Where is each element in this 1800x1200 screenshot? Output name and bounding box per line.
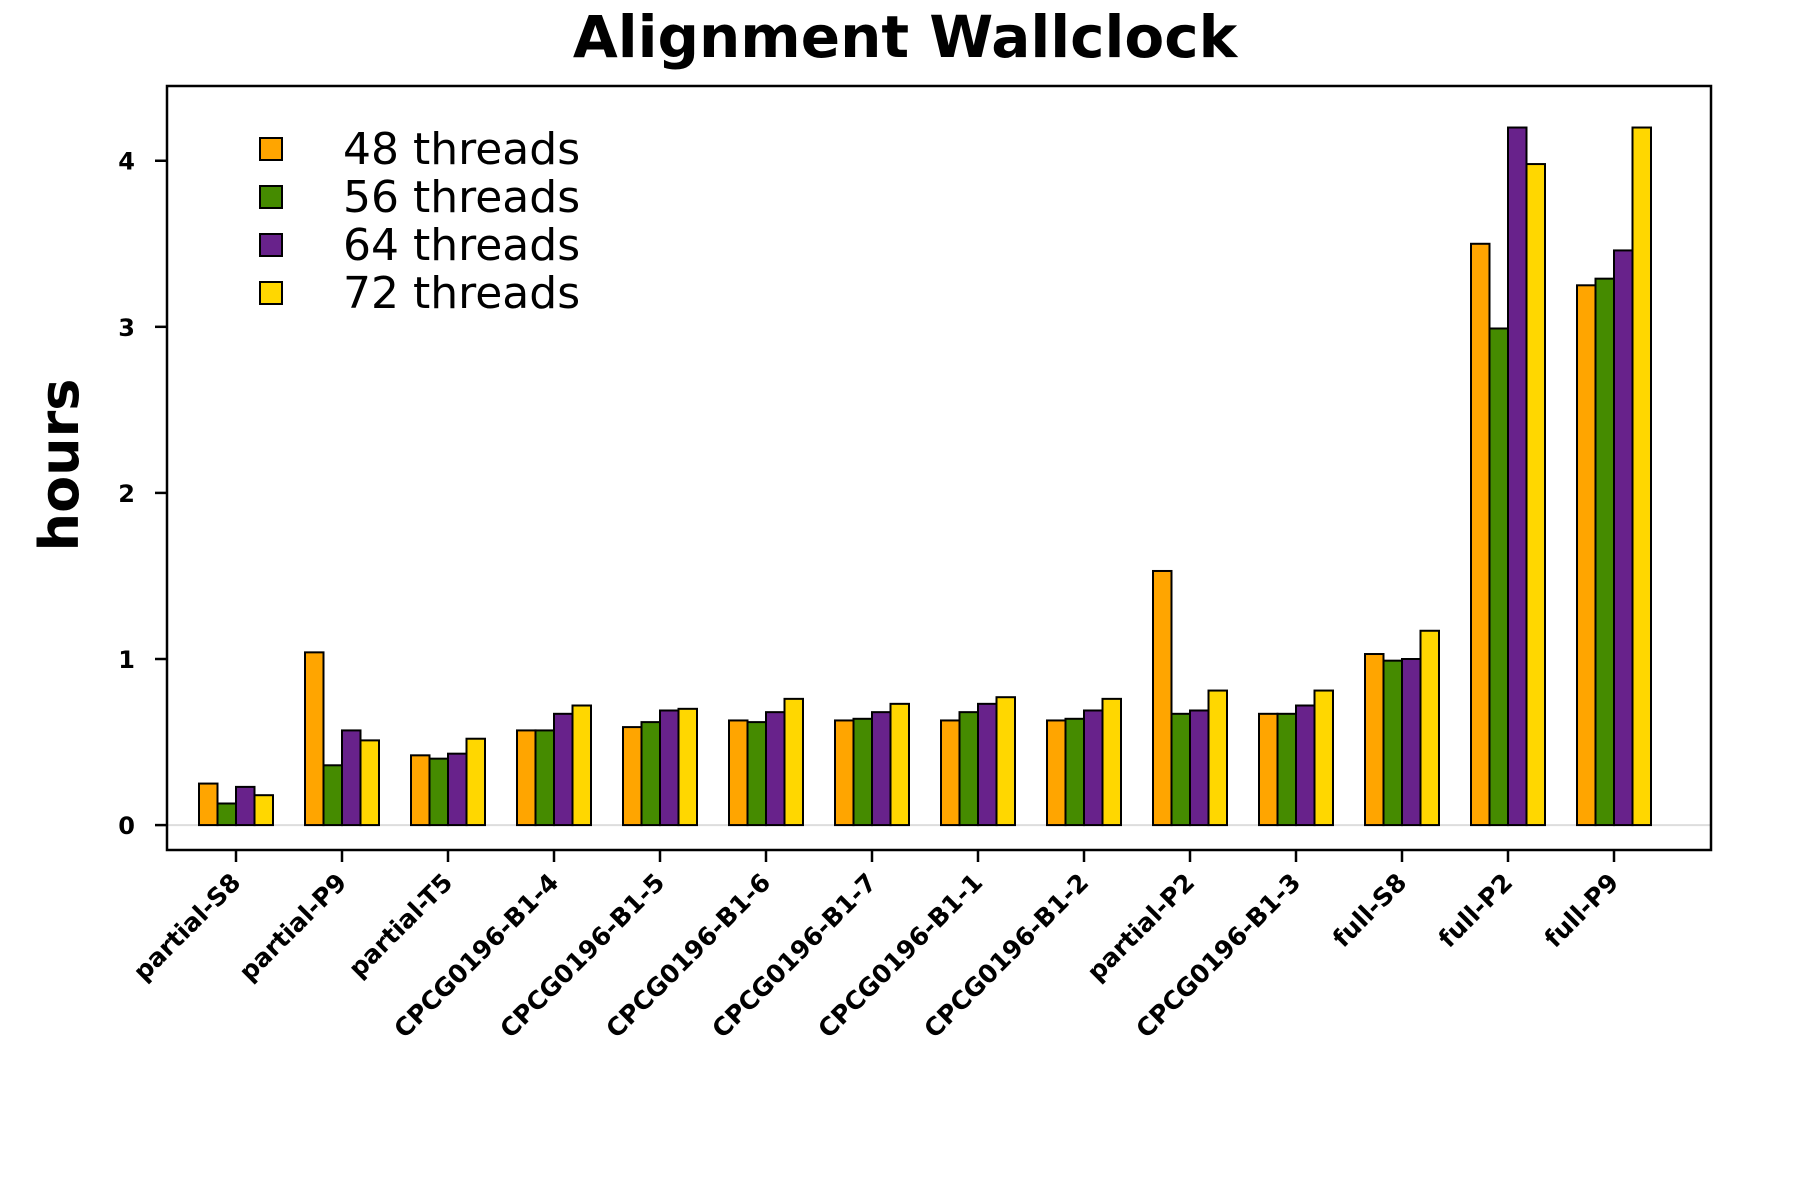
bar-4-7 <box>889 702 910 827</box>
bar-2-14 <box>1594 277 1615 827</box>
bar-4-11 <box>1313 689 1334 827</box>
legend-swatch <box>259 185 283 209</box>
legend-label: 64 threads <box>343 220 580 271</box>
y-axis: 0 1 2 3 4 <box>118 148 167 840</box>
y-tick-label: 3 <box>118 314 135 342</box>
bar-2-7 <box>852 717 873 827</box>
bar-3-14 <box>1613 249 1634 827</box>
legend-label: 48 threads <box>343 124 580 175</box>
bar-1-9 <box>1046 719 1067 827</box>
bar-4-10 <box>1207 689 1228 827</box>
bar-1-7 <box>834 719 855 827</box>
legend-label: 56 threads <box>343 172 580 223</box>
bar-1-11 <box>1258 712 1279 827</box>
bar-2-1 <box>216 802 237 827</box>
bar-3-2 <box>341 729 362 827</box>
bar-2-4 <box>534 729 555 827</box>
bar-3-10 <box>1189 709 1210 827</box>
y-tick-label: 1 <box>118 646 135 674</box>
bar-2-8 <box>958 711 979 827</box>
bar-3-9 <box>1083 709 1104 827</box>
x-tick-label: full-P9 <box>1539 868 1625 954</box>
bar-1-8 <box>940 719 961 827</box>
legend-label: 72 threads <box>343 268 580 319</box>
bar-4-1 <box>253 794 274 827</box>
bar-2-2 <box>322 764 343 827</box>
bar-2-6 <box>746 721 767 827</box>
legend-swatch <box>259 281 283 305</box>
bar-1-2 <box>304 651 325 827</box>
bar-4-6 <box>783 697 804 827</box>
bar-4-5 <box>677 707 698 827</box>
bar-1-13 <box>1470 242 1491 827</box>
bar-4-8 <box>995 696 1016 827</box>
y-tick-label: 0 <box>118 812 135 840</box>
legend-swatch <box>259 233 283 257</box>
bar-2-10 <box>1170 712 1191 827</box>
x-tick-label: partial-P2 <box>1081 868 1200 987</box>
bar-1-5 <box>622 726 643 827</box>
x-tick-label: partial-P9 <box>233 868 352 987</box>
bar-3-6 <box>765 711 786 827</box>
bar-3-4 <box>553 712 574 827</box>
bar-3-7 <box>871 711 892 827</box>
bar-1-4 <box>516 729 537 827</box>
bar-1-12 <box>1364 653 1385 827</box>
bar-3-11 <box>1295 704 1316 827</box>
bar-2-12 <box>1382 659 1403 827</box>
bar-4-4 <box>571 704 592 827</box>
x-tick-label: partial-T5 <box>343 868 458 983</box>
y-tick-label: 4 <box>118 148 135 176</box>
bar-3-5 <box>659 709 680 827</box>
bar-4-2 <box>359 739 380 827</box>
bar-4-9 <box>1101 697 1122 827</box>
bar-1-1 <box>198 782 219 827</box>
y-tick-label: 2 <box>118 480 135 508</box>
x-tick-label: full-S8 <box>1327 868 1412 953</box>
legend-swatch <box>259 137 283 161</box>
bar-2-9 <box>1064 717 1085 827</box>
bar-1-6 <box>728 719 749 827</box>
bar-3-12 <box>1401 658 1422 827</box>
bars <box>198 126 1652 827</box>
bar-3-8 <box>977 702 998 827</box>
bar-2-11 <box>1276 712 1297 827</box>
bar-4-3 <box>465 737 486 827</box>
x-tick-label: partial-S8 <box>128 868 247 987</box>
x-axis: partial-S8partial-P9partial-T5CPCG0196-B… <box>128 850 1625 1044</box>
bar-3-3 <box>447 752 468 827</box>
bar-1-14 <box>1576 284 1597 827</box>
y-axis-label: hours <box>28 379 91 552</box>
plot-area-frame <box>165 84 1713 852</box>
x-tick-label: full-P2 <box>1433 868 1519 954</box>
bar-3-1 <box>235 785 256 827</box>
bar-4-13 <box>1525 163 1546 827</box>
bar-1-10 <box>1152 569 1173 827</box>
bar-4-14 <box>1631 126 1652 827</box>
bar-3-13 <box>1507 126 1528 827</box>
bar-4-12 <box>1419 629 1440 827</box>
bar-2-13 <box>1488 327 1509 827</box>
bar-1-3 <box>410 754 431 827</box>
bar-2-3 <box>428 757 449 827</box>
bar-2-5 <box>640 721 661 827</box>
chart-title: Alignment Wallclock <box>573 3 1239 71</box>
